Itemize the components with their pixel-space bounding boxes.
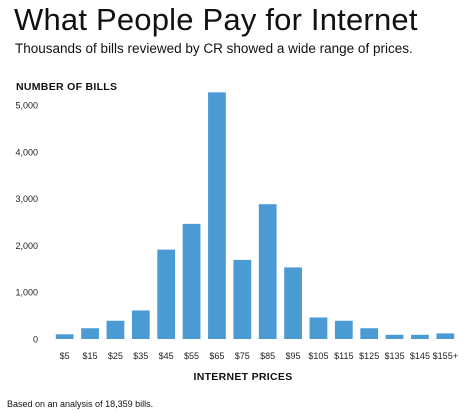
y-tick-label: 1,000 — [15, 288, 38, 298]
bar-5 — [55, 334, 74, 339]
bar-65 — [208, 92, 226, 339]
x-tick-label: $115 — [334, 351, 353, 361]
x-tick-label: $5 — [60, 351, 70, 361]
bars — [55, 92, 455, 339]
bar-105 — [309, 317, 328, 339]
y-axis-ticks: 0 1,000 2,000 3,000 4,000 5,000 — [15, 101, 38, 345]
bar-15 — [81, 328, 99, 339]
bar-55 — [182, 223, 201, 339]
bar-135 — [385, 334, 404, 339]
y-tick-label: 4,000 — [15, 147, 38, 157]
x-tick-label: $135 — [385, 351, 405, 361]
bar-85 — [258, 204, 277, 339]
x-tick-label: $155+ — [433, 351, 458, 361]
x-tick-label: $85 — [260, 351, 275, 361]
x-tick-label: $105 — [308, 351, 328, 361]
y-tick-label: 2,000 — [15, 241, 38, 251]
bar-25 — [106, 320, 125, 339]
chart-subtitle: Thousands of bills reviewed by CR showed… — [15, 41, 413, 56]
x-axis-label: INTERNET PRICES — [193, 371, 293, 383]
source-note: Based on an analysis of 18,359 bills. — [7, 399, 154, 409]
y-tick-label: 3,000 — [15, 194, 38, 204]
x-tick-label: $25 — [108, 351, 123, 361]
y-tick-label: 0 — [33, 335, 38, 345]
bar-75 — [233, 259, 252, 339]
y-axis-label: NUMBER OF BILLS — [16, 81, 118, 93]
x-axis-ticks: $5 $15 $25 $35 $45 $55 $65 $75 $85 $95 $105 $115 $12… — [60, 351, 458, 361]
x-tick-label: $45 — [159, 351, 174, 361]
bar-45 — [157, 249, 176, 339]
chart-title: What People Pay for Internet — [14, 2, 418, 37]
y-tick-label: 5,000 — [15, 101, 38, 111]
x-tick-label: $145 — [410, 351, 430, 361]
x-tick-label: $15 — [83, 351, 98, 361]
x-tick-label: $75 — [235, 351, 250, 361]
x-tick-label: $35 — [133, 351, 148, 361]
bar-35 — [131, 310, 150, 339]
bar-155 — [436, 333, 455, 339]
bar-115 — [334, 320, 353, 339]
bar-145 — [411, 334, 429, 339]
x-tick-label: $65 — [209, 351, 224, 361]
x-tick-label: $125 — [359, 351, 379, 361]
x-tick-label: $55 — [184, 351, 199, 361]
x-tick-label: $95 — [286, 351, 301, 361]
bar-125 — [360, 328, 379, 339]
bar-95 — [284, 267, 302, 339]
